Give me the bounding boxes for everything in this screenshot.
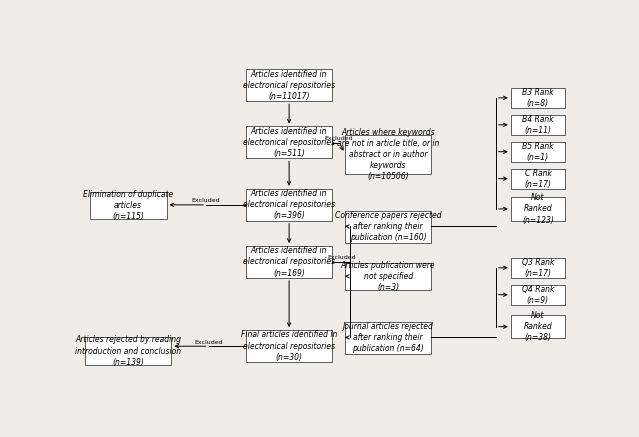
FancyBboxPatch shape [246, 69, 332, 101]
FancyBboxPatch shape [511, 315, 566, 338]
Text: Articles identified in
electronical repositories
(n=511): Articles identified in electronical repo… [243, 127, 335, 158]
FancyBboxPatch shape [89, 192, 167, 219]
Text: Excluded: Excluded [192, 198, 220, 203]
FancyBboxPatch shape [345, 211, 431, 243]
Text: Q3 Rank
(n=17): Q3 Rank (n=17) [522, 258, 554, 278]
FancyBboxPatch shape [246, 330, 332, 362]
Text: Conference papers rejected
after ranking their
publication (n=160): Conference papers rejected after ranking… [335, 211, 442, 242]
Text: Articles where keywords
are not in article title, or in
abstract or in author
ke: Articles where keywords are not in artic… [337, 128, 440, 181]
FancyBboxPatch shape [511, 114, 566, 135]
Text: Articles identified in
electronical repositories
(n=396): Articles identified in electronical repo… [243, 189, 335, 220]
FancyBboxPatch shape [345, 135, 431, 173]
FancyBboxPatch shape [511, 88, 566, 108]
Text: Excluded: Excluded [327, 255, 356, 260]
Text: Articles publication were
not specified
(n=3): Articles publication were not specified … [341, 260, 435, 292]
Text: Articles rejected by reading
introduction and conclusion
(n=139): Articles rejected by reading introductio… [75, 336, 181, 367]
Text: Articles identified in
electronical repositories
(n=169): Articles identified in electronical repo… [243, 246, 335, 277]
Text: C Rank
(n=17): C Rank (n=17) [525, 169, 551, 189]
Text: Excluded: Excluded [194, 340, 223, 345]
Text: Elimination of duplicate
articles
(n=115): Elimination of duplicate articles (n=115… [83, 190, 173, 221]
Text: Excluded: Excluded [324, 136, 353, 141]
FancyBboxPatch shape [246, 246, 332, 278]
FancyBboxPatch shape [345, 322, 431, 354]
Text: B3 Rank
(n=8): B3 Rank (n=8) [522, 88, 554, 108]
FancyBboxPatch shape [345, 263, 431, 290]
FancyBboxPatch shape [511, 284, 566, 305]
Text: Articles identified in
electronical repositories
(n=11017): Articles identified in electronical repo… [243, 69, 335, 101]
Text: Final articles identified in
electronical repositories
(n=30): Final articles identified in electronica… [241, 330, 337, 362]
FancyBboxPatch shape [511, 142, 566, 162]
FancyBboxPatch shape [246, 189, 332, 221]
FancyBboxPatch shape [511, 169, 566, 189]
FancyBboxPatch shape [511, 258, 566, 278]
FancyBboxPatch shape [85, 337, 171, 365]
Text: Journal articles rejected
after ranking their
publication (n=64): Journal articles rejected after ranking … [343, 322, 434, 353]
Text: Q4 Rank
(n=9): Q4 Rank (n=9) [522, 284, 554, 305]
FancyBboxPatch shape [246, 126, 332, 159]
FancyBboxPatch shape [511, 197, 566, 221]
Text: Not
Ranked
(n=38): Not Ranked (n=38) [523, 311, 552, 342]
Text: Not
Ranked
(n=123): Not Ranked (n=123) [522, 193, 554, 225]
Text: B5 Rank
(n=1): B5 Rank (n=1) [522, 142, 554, 162]
Text: B4 Rank
(n=11): B4 Rank (n=11) [522, 115, 554, 135]
